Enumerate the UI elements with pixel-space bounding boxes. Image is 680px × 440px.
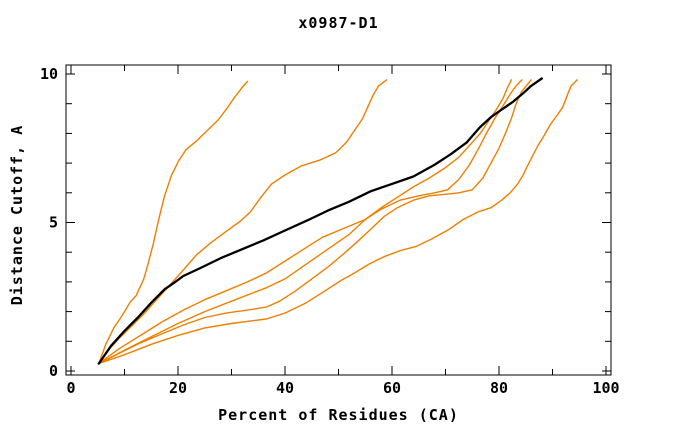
series-orange-5 [98,79,532,365]
x-tick-label: 0 [66,379,75,397]
series-orange-1 [98,80,249,365]
y-tick-label: 10 [40,65,58,83]
series-orange-2 [98,79,388,365]
series-black [97,77,543,365]
chart-title: x0987-D1 [298,14,379,32]
series-orange-6 [98,79,578,365]
plot-frame [65,64,612,376]
x-tick-label: 40 [276,379,294,397]
x-tick-label: 60 [383,379,401,397]
series-orange-4 [98,79,523,365]
y-tick-label: 0 [49,362,58,380]
x-tick-label: 20 [169,379,187,397]
y-tick-label: 5 [49,214,58,232]
x-tick-label: 80 [490,379,508,397]
x-tick-label: 100 [592,379,619,397]
x-axis-label: Percent of Residues (CA) [218,406,459,424]
